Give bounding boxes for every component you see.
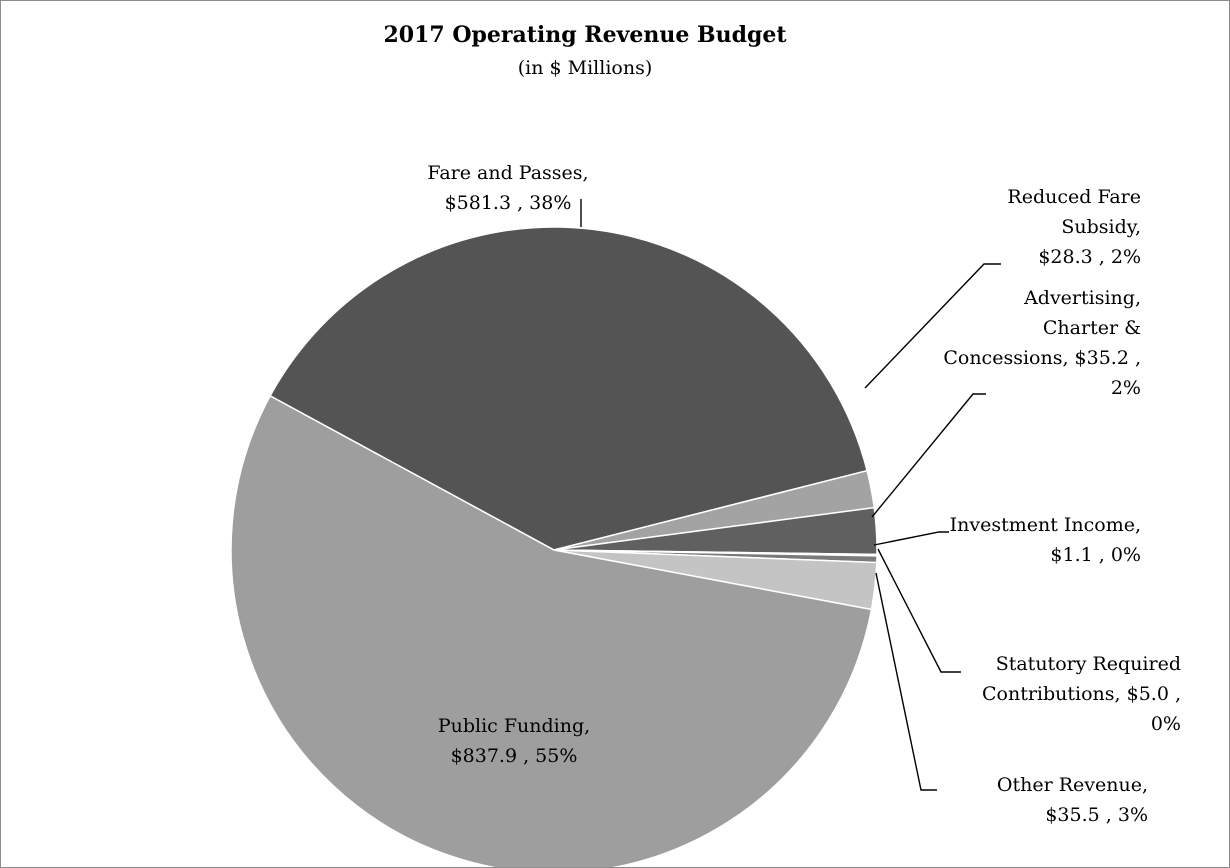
pie-slice-public-funding [230,394,873,867]
data-label-other-revenue: Other Revenue, $35.5 , 3% [997,774,1148,826]
chart-title: 2017 Operating Revenue Budget [383,22,787,48]
leader-line-investment-income [873,531,949,546]
leader-line-reduced-fare-subsidy [864,263,1001,389]
data-label-advertising-charter-concessions: Advertising, Charter & Concessions, $35.2 … [943,287,1141,399]
data-label-reduced-fare-subsidy: Reduced Fare Subsidy, $28.3 , 2% [1007,186,1141,268]
data-label-statutory-required-contributions: Statutory Required Contributions, $5.0 ,0… [982,653,1181,735]
pie-slices [230,226,878,867]
data-label-public-funding: Public Funding, $837.9 , 55% [438,715,590,767]
chart-subtitle: (in $ Millions) [518,57,653,79]
leader-line-statutory-required-contributions [877,548,961,673]
leader-line-other-revenue [875,572,937,791]
leader-line-advertising-charter-concessions [871,393,986,518]
data-labels: Fare and Passes, $581.3 , 38% Reduced Fare… [427,162,1181,826]
data-label-fare-and-passes: Fare and Passes, $581.3 , 38% [427,162,588,214]
data-label-investment-income: Investment Income, $1.1 , 0% [950,514,1141,566]
pie-slice-fare-and-passes [269,226,869,551]
leader-lines [580,199,1001,791]
